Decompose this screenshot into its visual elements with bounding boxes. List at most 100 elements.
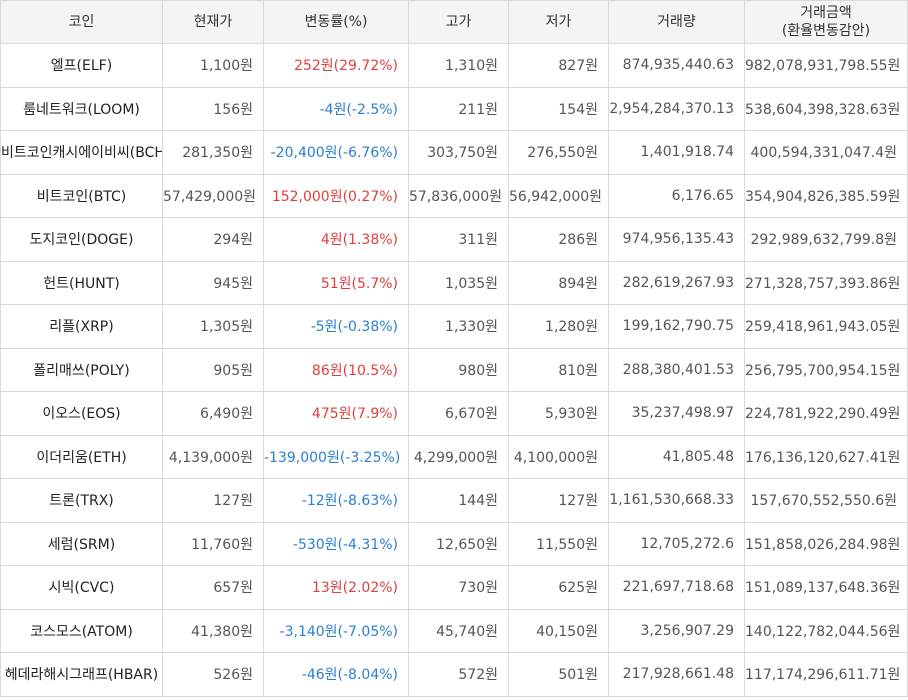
volume-cell: 41,805.48 — [608, 434, 745, 479]
high-cell: 572원 — [408, 652, 509, 697]
change-cell: 475원(7.9%) — [263, 391, 409, 436]
price-cell: 657원 — [162, 565, 264, 610]
coin-name-label: 세럼(SRM) — [47, 536, 116, 553]
coin-name-label: 시빅(CVC) — [48, 580, 115, 597]
table-row: 세럼(SRM) 11,760원 -530원(-4.31%) 12,650원 11,550… — [0, 521, 908, 566]
coin-name-cell: 이더리움(ETH) — [0, 434, 163, 479]
amount-cell: 256,795,700,954.15원 — [744, 347, 908, 392]
low-cell: 827원 — [508, 43, 609, 88]
high-cell: 6,670원 — [408, 391, 509, 436]
amount-cell: 176,136,120,627.41원 — [744, 434, 908, 479]
low-cell: 501원 — [508, 652, 609, 697]
high-cell: 12,650원 — [408, 521, 509, 566]
high-cell: 211원 — [408, 86, 509, 131]
high-cell: 1,330원 — [408, 304, 509, 349]
high-cell: 144원 — [408, 478, 509, 523]
high-cell: 57,836,000원 — [408, 173, 509, 218]
volume-cell: 1,401,918.74 — [608, 130, 745, 175]
low-cell: 4,100,000원 — [508, 434, 609, 479]
volume-cell: 35,237,498.97 — [608, 391, 745, 436]
table-row: 폴리매쓰(POLY) 905원 86원(10.5%) 980원 810원 288,380,… — [0, 347, 908, 392]
high-cell: 4,299,000원 — [408, 434, 509, 479]
volume-cell: 6,176.65 — [608, 173, 745, 218]
change-cell: 86원(10.5%) — [263, 347, 409, 392]
table-row: 비트코인캐시에이비씨(BCHA)281,350원-20,400원(-6.76%)… — [0, 130, 908, 175]
coin-name-label: 이오스(EOS) — [42, 406, 121, 423]
change-cell: -20,400원(-6.76%) — [263, 130, 409, 175]
coin-name-label: 트론(TRX) — [49, 493, 114, 510]
amount-cell: 538,604,398,328.63원 — [744, 86, 908, 131]
price-cell: 127원 — [162, 478, 264, 523]
coin-name-cell: 이오스(EOS) — [0, 391, 163, 436]
high-cell: 730원 — [408, 565, 509, 610]
coin-name-cell: 트론(TRX) — [0, 478, 163, 523]
volume-cell: 974,956,135.43 — [608, 217, 745, 262]
amount-cell: 117,174,296,611.71원 — [744, 652, 908, 697]
high-cell: 311원 — [408, 217, 509, 262]
table-row: 이오스(EOS) 6,490원 475원(7.9%) 6,670원 5,930원 35,2… — [0, 391, 908, 436]
high-cell: 45,740원 — [408, 608, 509, 653]
table-row: 도지코인(DOGE) 294원 4원(1.38%) 311원 286원 974,956,1… — [0, 217, 908, 262]
low-cell: 894원 — [508, 260, 609, 305]
table-row: 시빅(CVC) 657원 13원(2.02%) 730원 625원 221,697,718… — [0, 565, 908, 610]
low-cell: 1,280원 — [508, 304, 609, 349]
low-cell: 154원 — [508, 86, 609, 131]
change-cell: 4원(1.38%) — [263, 217, 409, 262]
coin-name-label: 헤데라해시그래프(HBAR) — [4, 667, 159, 684]
change-cell: -139,000원(-3.25%) — [263, 434, 409, 479]
low-cell: 56,942,000원 — [508, 173, 609, 218]
low-cell: 11,550원 — [508, 521, 609, 566]
change-cell: -3,140원(-7.05%) — [263, 608, 409, 653]
coin-name-cell: 리플(XRP) — [0, 304, 163, 349]
change-cell: 51원(5.7%) — [263, 260, 409, 305]
price-cell: 11,760원 — [162, 521, 264, 566]
amount-cell: 157,670,552,550.6원 — [744, 478, 908, 523]
volume-cell: 3,256,907.29 — [608, 608, 745, 653]
header-change: 변동률(%) — [263, 0, 409, 44]
price-cell: 1,305원 — [162, 304, 264, 349]
header-high: 고가 — [408, 0, 509, 44]
price-cell: 945원 — [162, 260, 264, 305]
coin-name-label: 룸네트워크(LOOM) — [23, 101, 140, 118]
coin-name-label: 도지코인(DOGE) — [29, 232, 134, 249]
price-cell: 57,429,000원 — [162, 173, 264, 218]
amount-cell: 982,078,931,798.55원 — [744, 43, 908, 88]
coin-name-cell: 세럼(SRM) — [0, 521, 163, 566]
table-row: 비트코인(BTC) 57,429,000원 152,000원(0.27%) 57,83… — [0, 173, 908, 218]
volume-cell: 288,380,401.53 — [608, 347, 745, 392]
coin-name-label: 비트코인캐시에이비씨(BCHA) — [1, 145, 162, 162]
volume-cell: 874,935,440.63 — [608, 43, 745, 88]
volume-cell: 199,162,790.75 — [608, 304, 745, 349]
amount-cell: 140,122,782,044.56원 — [744, 608, 908, 653]
price-cell: 294원 — [162, 217, 264, 262]
change-cell: -5원(-0.38%) — [263, 304, 409, 349]
amount-cell: 224,781,922,290.49원 — [744, 391, 908, 436]
header-amount: 거래금액 (환율변동감안) — [744, 0, 908, 44]
amount-cell: 292,989,632,799.8원 — [744, 217, 908, 262]
header-low: 저가 — [508, 0, 609, 44]
coin-name-label: 엘프(ELF) — [50, 58, 113, 75]
low-cell: 286원 — [508, 217, 609, 262]
coin-name-cell: 헌트(HUNT) — [0, 260, 163, 305]
volume-cell: 217,928,661.48 — [608, 652, 745, 697]
coin-name-label: 이더리움(ETH) — [36, 449, 127, 466]
coin-name-cell: 룸네트워크(LOOM) — [0, 86, 163, 131]
coin-name-cell: 코스모스(ATOM) — [0, 608, 163, 653]
coin-name-cell: 비트코인캐시에이비씨(BCHA) — [0, 130, 163, 175]
table-row: 코스모스(ATOM) 41,380원 -3,140원(-7.05%) 45,740원 4… — [0, 608, 908, 653]
price-cell: 6,490원 — [162, 391, 264, 436]
change-cell: -530원(-4.31%) — [263, 521, 409, 566]
amount-cell: 151,858,026,284.98원 — [744, 521, 908, 566]
header-volume: 거래량 — [608, 0, 745, 44]
amount-cell: 271,328,757,393.86원 — [744, 260, 908, 305]
volume-cell: 12,705,272.6 — [608, 521, 745, 566]
low-cell: 127원 — [508, 478, 609, 523]
change-cell: -12원(-8.63%) — [263, 478, 409, 523]
table-body: 엘프(ELF) 1,100원 252원(29.72%) 1,310원 827원 874,9… — [0, 43, 908, 697]
header-coin: 코인 — [0, 0, 163, 44]
low-cell: 276,550원 — [508, 130, 609, 175]
high-cell: 1,310원 — [408, 43, 509, 88]
table-row: 트론(TRX) 127원 -12원(-8.63%) 144원 127원 1,161,530… — [0, 478, 908, 523]
price-cell: 905원 — [162, 347, 264, 392]
